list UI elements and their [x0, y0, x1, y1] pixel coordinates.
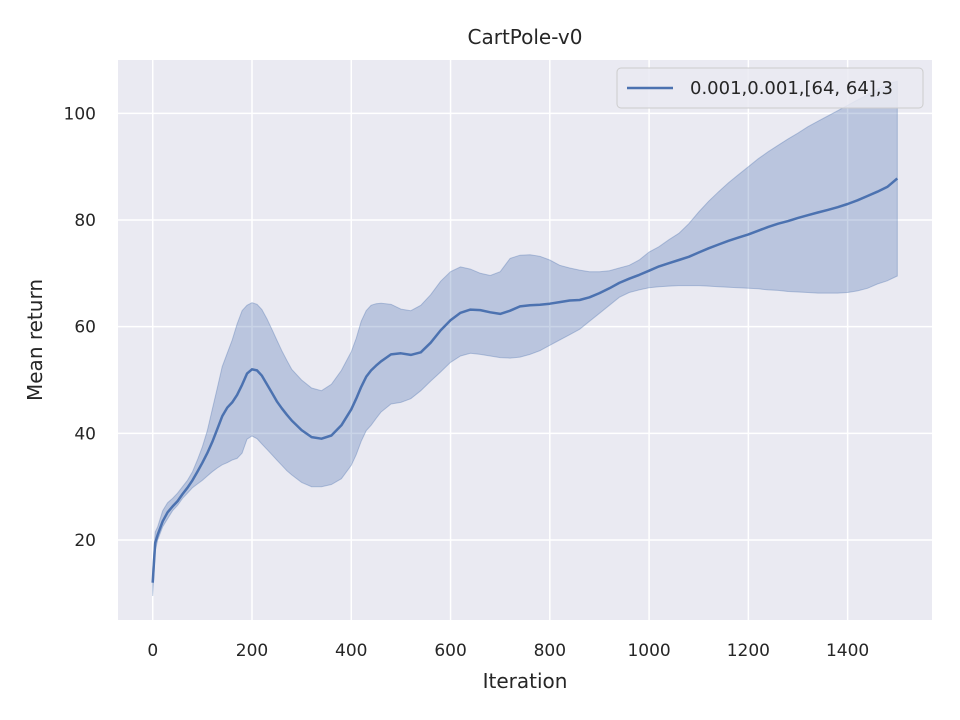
legend-entry-label: 0.001,0.001,[64, 64],3 [690, 78, 893, 99]
x-tick-label: 400 [335, 641, 367, 661]
grid [118, 60, 932, 620]
data-layer [151, 80, 899, 597]
plot-background [118, 60, 932, 620]
x-tick-label: 1000 [627, 641, 670, 661]
x-tick-label: 1200 [727, 641, 770, 661]
chart-title: CartPole-v0 [468, 25, 583, 49]
x-tick-label: 800 [534, 641, 566, 661]
y-tick-label: 20 [74, 531, 96, 551]
x-tick-label: 1400 [826, 641, 869, 661]
y-axis-label: Mean return [23, 279, 47, 401]
y-tick-label: 80 [74, 211, 96, 231]
x-tick-label: 600 [434, 641, 466, 661]
legend: 0.001,0.001,[64, 64],3 [616, 67, 924, 109]
y-tick-label: 40 [74, 424, 96, 444]
legend-box [616, 67, 924, 109]
series-mean-line [151, 177, 899, 583]
y-tick-label: 100 [64, 104, 96, 124]
x-axis-label: Iteration [483, 669, 568, 693]
series-confidence-band [152, 80, 898, 597]
x-tick-label: 0 [147, 641, 158, 661]
tick-labels: 0 200 400 600 800 1000 1200 1400 20 40 60 80 100 [64, 104, 870, 661]
x-tick-label: 200 [236, 641, 268, 661]
y-tick-label: 60 [74, 318, 96, 338]
